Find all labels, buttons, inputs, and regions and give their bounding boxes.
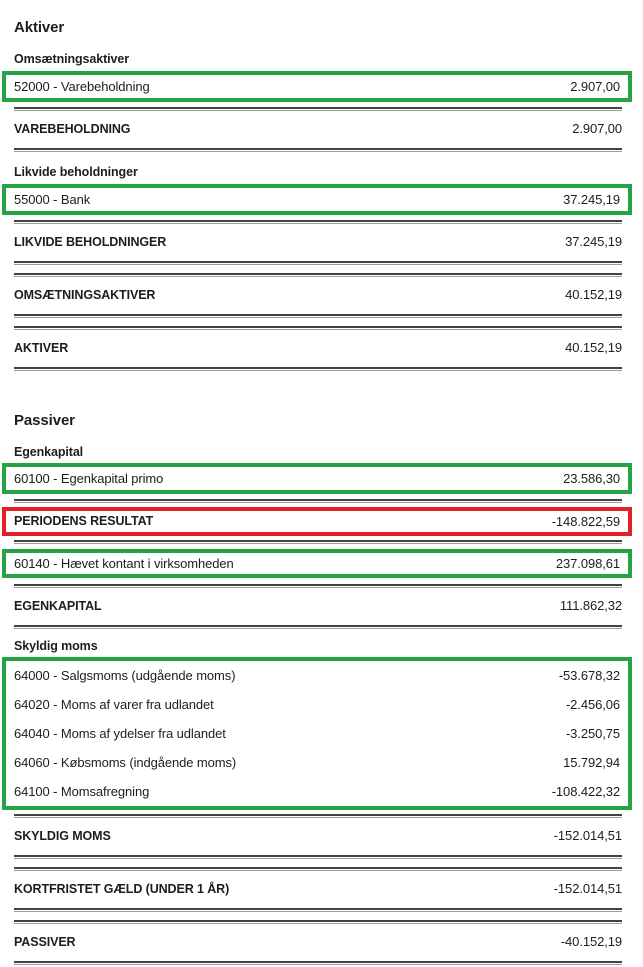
account-row-64040: 64040 - Moms af ydelser fra udlandet -3.… (6, 719, 628, 748)
total-amount: -152.014,51 (553, 881, 622, 896)
total-row-passiver: PASSIVER -40.152,19 (14, 924, 622, 961)
total-label: SKYLDIG MOMS (14, 829, 111, 843)
divider (14, 107, 622, 111)
divider (14, 367, 622, 371)
account-row-55000: 55000 - Bank 37.245,19 (6, 188, 628, 211)
total-amount: -148.822,59 (551, 514, 620, 529)
total-row-varebeholdning: VAREBEHOLDNING 2.907,00 (14, 111, 622, 148)
divider (14, 326, 622, 330)
account-row-60100: 60100 - Egenkapital primo 23.586,30 (6, 467, 628, 490)
account-label: 60140 - Hævet kontant i virksomheden (14, 556, 234, 571)
total-row-periodens-resultat: PERIODENS RESULTAT -148.822,59 (6, 511, 628, 532)
account-amount: 15.792,94 (563, 755, 620, 770)
section-heading-passiver: Passiver (14, 412, 75, 429)
total-label: KORTFRISTET GÆLD (UNDER 1 ÅR) (14, 882, 230, 896)
total-label: PERIODENS RESULTAT (14, 514, 154, 528)
total-label: LIKVIDE BEHOLDNINGER (14, 235, 167, 249)
highlight-box-egenkapital-primo: 60100 - Egenkapital primo 23.586,30 (2, 463, 632, 494)
account-amount: -2.456,06 (565, 697, 620, 712)
account-label: 52000 - Varebeholdning (14, 79, 150, 94)
divider (14, 540, 622, 544)
group-heading-omsaetningsaktiver: Omsætningsaktiver (14, 52, 130, 66)
total-row-kortfristet-gaeld: KORTFRISTET GÆLD (UNDER 1 ÅR) -152.014,5… (14, 871, 622, 908)
divider (14, 148, 622, 152)
divider (14, 261, 622, 265)
total-amount: 111.862,32 (559, 598, 622, 613)
total-label: EGENKAPITAL (14, 599, 102, 613)
highlight-box-skyldig-moms: 64000 - Salgsmoms (udgående moms) -53.67… (2, 657, 632, 810)
group-heading-likvide-beholdninger: Likvide beholdninger (14, 165, 138, 179)
total-label: AKTIVER (14, 341, 69, 355)
highlight-box-bank: 55000 - Bank 37.245,19 (2, 184, 632, 215)
total-amount: 37.245,19 (565, 234, 622, 249)
divider (14, 314, 622, 318)
account-amount: 2.907,00 (570, 79, 620, 94)
total-label: OMSÆTNINGSAKTIVER (14, 288, 156, 302)
account-row-64020: 64020 - Moms af varer fra udlandet -2.45… (6, 690, 628, 719)
account-label: 64040 - Moms af ydelser fra udlandet (14, 726, 226, 741)
total-row-omsaetningsaktiver: OMSÆTNINGSAKTIVER 40.152,19 (14, 277, 622, 314)
account-label: 64060 - Købsmoms (indgående moms) (14, 755, 237, 770)
account-row-60140: 60140 - Hævet kontant i virksomheden 237… (6, 553, 628, 574)
divider (14, 273, 622, 277)
account-amount: 37.245,19 (563, 192, 620, 207)
total-amount: 40.152,19 (565, 287, 622, 302)
total-row-egenkapital: EGENKAPITAL 111.862,32 (14, 588, 622, 625)
divider (14, 961, 622, 965)
total-amount: 40.152,19 (565, 340, 622, 355)
group-heading-egenkapital: Egenkapital (14, 445, 84, 459)
account-label: 64000 - Salgsmoms (udgående moms) (14, 668, 236, 683)
account-row-64000: 64000 - Salgsmoms (udgående moms) -53.67… (6, 661, 628, 690)
divider (14, 220, 622, 224)
divider (14, 499, 622, 503)
total-label: PASSIVER (14, 935, 76, 949)
highlight-box-periodens-resultat: PERIODENS RESULTAT -148.822,59 (2, 507, 632, 536)
section-heading-aktiver: Aktiver (14, 19, 65, 36)
total-row-skyldig-moms: SKYLDIG MOMS -152.014,51 (14, 818, 622, 855)
total-label: VAREBEHOLDNING (14, 122, 131, 136)
group-heading-skyldig-moms: Skyldig moms (14, 639, 98, 653)
account-amount: 237.098,61 (555, 556, 620, 571)
account-amount: 23.586,30 (563, 471, 620, 486)
account-amount: -3.250,75 (565, 726, 620, 741)
divider (14, 814, 622, 818)
divider (14, 920, 622, 924)
total-row-likvide-beholdninger: LIKVIDE BEHOLDNINGER 37.245,19 (14, 224, 622, 261)
account-label: 55000 - Bank (14, 192, 91, 207)
account-amount: -53.678,32 (558, 668, 620, 683)
account-label: 64020 - Moms af varer fra udlandet (14, 697, 214, 712)
total-amount: -40.152,19 (560, 934, 622, 949)
divider (14, 908, 622, 912)
divider (14, 867, 622, 871)
account-amount: -108.422,32 (551, 784, 620, 799)
total-row-aktiver: AKTIVER 40.152,19 (14, 330, 622, 367)
divider (14, 855, 622, 859)
account-row-52000: 52000 - Varebeholdning 2.907,00 (6, 75, 628, 98)
account-label: 64100 - Momsafregning (14, 784, 150, 799)
account-row-64100: 64100 - Momsafregning -108.422,32 (6, 777, 628, 806)
highlight-box-haevet-kontant: 60140 - Hævet kontant i virksomheden 237… (2, 549, 632, 578)
highlight-box-varebeholdning: 52000 - Varebeholdning 2.907,00 (2, 71, 632, 102)
total-amount: 2.907,00 (572, 121, 622, 136)
total-amount: -152.014,51 (553, 828, 622, 843)
divider (14, 625, 622, 629)
account-row-64060: 64060 - Købsmoms (indgående moms) 15.792… (6, 748, 628, 777)
account-label: 60100 - Egenkapital primo (14, 471, 164, 486)
divider (14, 584, 622, 588)
